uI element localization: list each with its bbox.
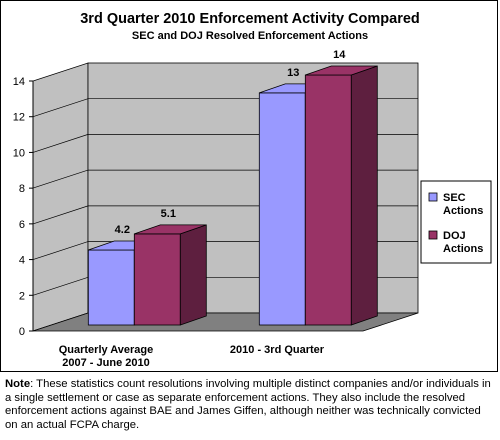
legend-swatch xyxy=(428,230,438,240)
legend-label: SEC xyxy=(443,192,466,204)
footnote: Note: These statistics count resolutions… xyxy=(5,378,495,432)
bar-value-label: 5.1 xyxy=(161,208,176,220)
bar-value-label: 4.2 xyxy=(115,224,130,236)
bar-front xyxy=(133,233,181,326)
side-wall xyxy=(32,62,89,332)
legend-label: Actions xyxy=(443,243,483,255)
note-text: : These statistics count resolutions inv… xyxy=(5,378,491,431)
y-tick-label: 8 xyxy=(19,183,25,195)
bar-top xyxy=(134,224,207,235)
y-tick-label: 14 xyxy=(13,76,25,88)
category-label: Quarterly Average xyxy=(59,344,154,356)
y-tick-label: 4 xyxy=(19,255,25,267)
bar-side xyxy=(350,65,378,326)
y-tick-label: 6 xyxy=(19,219,25,231)
bar-front xyxy=(258,92,306,326)
category-label: 2010 - 3rd Quarter xyxy=(230,344,325,356)
y-tick-label: 12 xyxy=(13,112,25,124)
note-label: Note xyxy=(5,378,31,390)
y-tick-label: 10 xyxy=(13,147,25,159)
bar-top xyxy=(305,65,378,76)
y-tick-label: 2 xyxy=(19,290,25,302)
chart-title: 3rd Quarter 2010 Enforcement Activity Co… xyxy=(80,11,420,27)
bar-front xyxy=(87,249,135,326)
bar-side xyxy=(179,224,207,326)
legend-label: Actions xyxy=(443,205,483,217)
category-label: 2007 - June 2010 xyxy=(62,357,149,369)
legend-swatch xyxy=(428,192,438,202)
chart-frame: 3rd Quarter 2010 Enforcement Activity Co… xyxy=(0,0,498,372)
bar-value-label: 13 xyxy=(287,67,299,79)
bar-value-label: 14 xyxy=(333,49,346,61)
legend-label: DOJ xyxy=(443,230,466,242)
bar-front xyxy=(304,74,352,326)
chart-subtitle: SEC and DOJ Resolved Enforcement Actions xyxy=(132,30,368,42)
bar-chart: 3rd Quarter 2010 Enforcement Activity Co… xyxy=(13,11,492,369)
y-tick-label: 0 xyxy=(19,326,25,338)
